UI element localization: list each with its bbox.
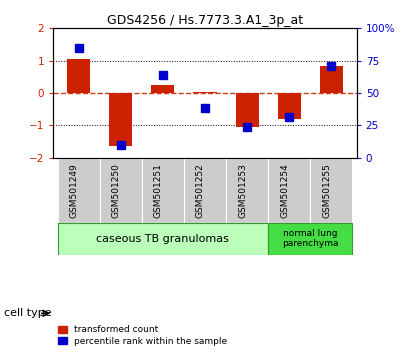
Text: GSM501250: GSM501250 — [111, 163, 120, 218]
Bar — [109, 93, 132, 147]
Bar — [267, 223, 352, 255]
Text: GSM501253: GSM501253 — [238, 163, 247, 218]
Legend: transformed count, percentile rank within the sample: transformed count, percentile rank withi… — [58, 325, 227, 346]
Bar — [193, 92, 216, 93]
Bar — [235, 93, 258, 127]
Text: GSM501254: GSM501254 — [280, 163, 289, 218]
Bar — [57, 223, 267, 255]
Bar — [184, 158, 225, 223]
Text: GSM501255: GSM501255 — [321, 163, 330, 218]
Text: GSM501252: GSM501252 — [196, 163, 204, 218]
Text: GSM501249: GSM501249 — [70, 163, 79, 218]
Bar — [319, 65, 342, 93]
Text: GSM501251: GSM501251 — [153, 163, 162, 218]
Bar — [277, 93, 300, 119]
Bar — [267, 158, 310, 223]
Bar — [142, 158, 184, 223]
Bar — [151, 85, 174, 93]
Bar — [57, 158, 99, 223]
Bar — [310, 158, 352, 223]
Title: GDS4256 / Hs.7773.3.A1_3p_at: GDS4256 / Hs.7773.3.A1_3p_at — [107, 14, 302, 27]
Text: caseous TB granulomas: caseous TB granulomas — [96, 234, 229, 244]
Bar — [99, 158, 142, 223]
Bar — [225, 158, 267, 223]
Text: cell type: cell type — [4, 308, 52, 318]
Text: normal lung
parenchyma: normal lung parenchyma — [281, 229, 338, 249]
Bar — [67, 59, 90, 93]
